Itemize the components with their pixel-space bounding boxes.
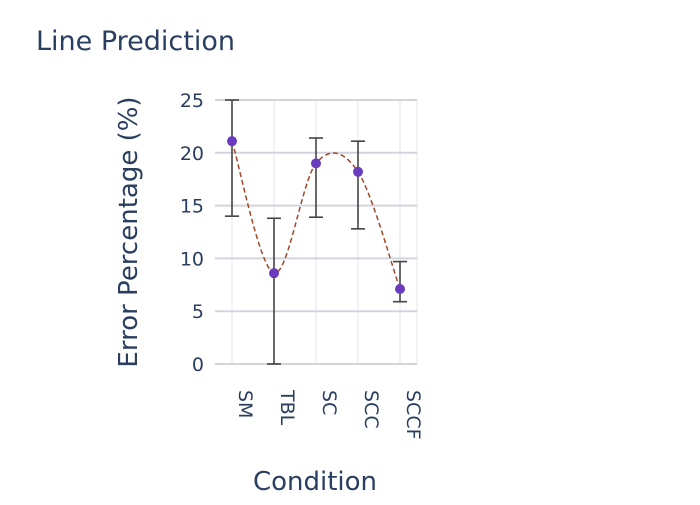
y-tick-label: 25 xyxy=(180,90,204,112)
y-axis-title: Error Percentage (%) xyxy=(114,96,144,367)
x-tick-label: SCC xyxy=(360,390,382,429)
x-tick-label: SM xyxy=(234,390,256,418)
error-bars-layer xyxy=(225,99,407,365)
error-bar xyxy=(267,217,281,365)
trend-layer xyxy=(231,140,401,290)
chart-title: Line Prediction xyxy=(36,26,235,57)
y-tick-label: 10 xyxy=(180,248,204,270)
y-tick-label: 15 xyxy=(180,196,204,218)
x-axis-title: Condition xyxy=(253,467,377,497)
points-layer xyxy=(227,136,405,295)
trend-line xyxy=(231,140,401,290)
y-tick-label: 20 xyxy=(180,143,204,165)
error-bar xyxy=(309,137,323,219)
data-point xyxy=(227,136,237,147)
data-point xyxy=(353,166,363,177)
error-bar xyxy=(225,99,239,217)
y-tick-label: 0 xyxy=(192,354,204,376)
x-tick-label: SCCF xyxy=(402,390,424,440)
data-point xyxy=(395,284,405,295)
x-tick-label: TBL xyxy=(276,389,298,426)
data-point xyxy=(269,268,279,279)
y-tick-labels: 0 5 10 15 20 25 xyxy=(180,90,204,376)
error-bar xyxy=(393,260,407,303)
x-tick-label: SC xyxy=(318,390,340,415)
y-tick-label: 5 xyxy=(192,301,204,323)
data-point xyxy=(311,158,321,169)
x-tick-labels: SM TBL SC SCC SCCF xyxy=(234,389,424,440)
error-bar xyxy=(351,140,365,230)
